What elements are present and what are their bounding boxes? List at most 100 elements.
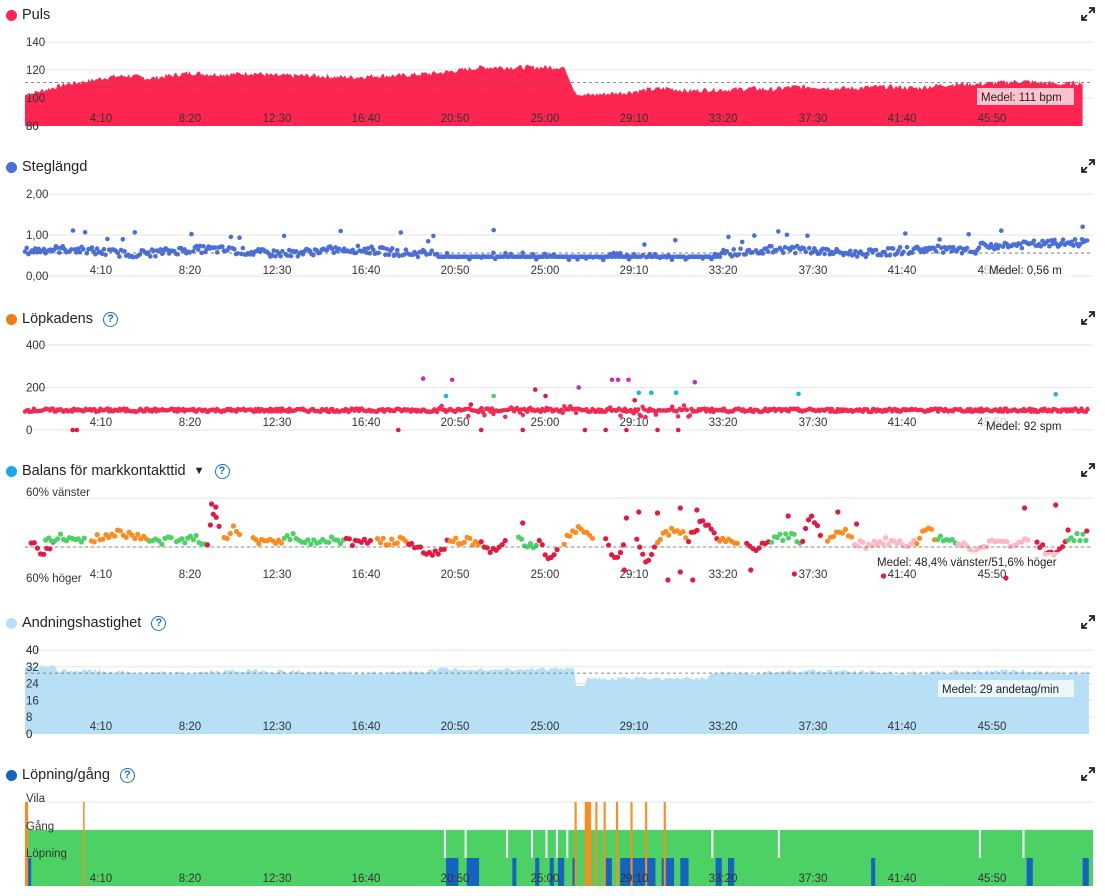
expand-icon[interactable] — [1081, 463, 1095, 477]
stride-point — [729, 254, 735, 259]
x-tick-label: 41:40 — [888, 569, 917, 581]
cadence-point — [618, 413, 623, 418]
x-tick-label: 16:40 — [352, 265, 381, 277]
stride-point — [396, 253, 402, 259]
y-tick-label: 40 — [26, 645, 39, 657]
rest-bar — [584, 802, 589, 886]
cadence-outlier-point — [532, 387, 538, 392]
runwalk-dot-icon — [6, 769, 17, 781]
average-label-bg — [985, 261, 1071, 278]
balance-point — [41, 551, 47, 557]
cadence-outlier-point — [543, 393, 548, 399]
stride-point — [724, 249, 730, 254]
help-icon[interactable]: ? — [151, 615, 167, 631]
balance-point — [308, 541, 314, 547]
stride-title-text: Steglängd — [22, 159, 88, 175]
x-tick-label: 12:30 — [263, 417, 292, 429]
expand-icon[interactable] — [1081, 159, 1095, 173]
expand-icon[interactable] — [1081, 615, 1095, 629]
stride-point — [739, 239, 745, 245]
dropdown-caret-icon[interactable]: ▼ — [193, 465, 205, 477]
expand-icon[interactable] — [1081, 7, 1095, 21]
balance-point — [785, 535, 792, 541]
stride-point — [1000, 244, 1006, 249]
balance-point — [617, 549, 624, 556]
balance-point — [769, 539, 775, 545]
stride-point — [424, 252, 429, 257]
x-tick-label: 16:40 — [352, 569, 381, 581]
help-icon[interactable]: ? — [119, 767, 135, 783]
balance-outlier-point — [791, 571, 798, 577]
stride-point — [673, 237, 678, 243]
walk-gap — [555, 830, 558, 858]
balance-outlier-point — [654, 510, 661, 516]
x-tick-label: 4:10 — [90, 113, 112, 125]
stride-point — [731, 247, 736, 252]
respiration-chart: 40 32 24 16 8 0 4:10 8:20 12:30 16:40 20:50 25:00 29… — [25, 645, 1093, 741]
balance-point — [734, 540, 741, 546]
balance-point — [539, 542, 545, 548]
balance-point — [484, 545, 490, 551]
respiration-title-text: Andningshastighet — [22, 615, 142, 631]
stride-point — [74, 250, 79, 255]
balance-point — [646, 557, 652, 563]
pulse-chart: 140 120 100 80 4:10 8:20 12:30 16:40 20:50 25:00 2… — [25, 37, 1093, 133]
stride-point — [976, 245, 982, 250]
stride-point — [752, 233, 757, 238]
stride-point — [854, 254, 860, 259]
x-tick-label: 25:00 — [531, 113, 560, 125]
stride-point — [940, 250, 946, 255]
stride-point — [501, 254, 507, 259]
balance-point — [386, 542, 392, 548]
x-tick-label: 12:30 — [263, 113, 292, 125]
balance-point — [908, 541, 914, 547]
cadence-outlier-point — [70, 427, 75, 433]
balance-point — [224, 535, 230, 542]
cadence-point — [466, 413, 471, 419]
stride-point — [383, 252, 388, 257]
stride-point — [964, 245, 970, 251]
stride-point — [520, 250, 525, 255]
stride-point — [760, 251, 766, 256]
stride-point — [103, 252, 108, 258]
balance-point — [389, 536, 395, 542]
help-icon[interactable]: ? — [214, 463, 230, 479]
balance-point — [683, 535, 689, 541]
stride-point — [237, 235, 242, 240]
balance-point — [502, 538, 508, 544]
cadence-outlier-point — [478, 427, 484, 433]
balance-point — [100, 536, 106, 542]
balance-point — [374, 536, 381, 542]
balance-outlier-point — [1053, 502, 1059, 508]
cadence-outlier-point — [582, 427, 588, 433]
balance-dot-icon — [6, 465, 17, 477]
rest-bar — [574, 802, 577, 886]
balance-point — [561, 541, 567, 547]
stride-point — [903, 231, 908, 236]
stride-point — [774, 247, 779, 253]
balance-point — [848, 534, 855, 540]
balance-point — [190, 537, 196, 543]
balance-outlier-point — [213, 504, 219, 510]
expand-icon[interactable] — [1081, 311, 1095, 325]
balance-point — [572, 529, 579, 535]
balance-title-text: Balans för markkontakttid — [22, 463, 186, 479]
stride-point — [987, 245, 992, 250]
balance-point — [567, 533, 573, 539]
balance-point — [551, 552, 557, 558]
stride-point — [820, 246, 826, 252]
runwalk-title-text: Löpning/gång — [22, 767, 110, 783]
stride-point — [329, 246, 335, 252]
pulse-title: Puls — [6, 4, 50, 26]
balance-outlier-point — [209, 501, 215, 507]
balance-point — [817, 532, 824, 538]
x-tick-label: 29:10 — [620, 417, 649, 429]
balance-point — [842, 526, 849, 532]
x-tick-label: 25:00 — [531, 569, 560, 581]
expand-icon[interactable] — [1081, 767, 1095, 781]
stride-point — [281, 233, 287, 239]
cadence-point — [560, 410, 565, 415]
stride-point — [738, 246, 743, 252]
balance-point — [256, 541, 262, 547]
help-icon[interactable]: ? — [102, 311, 118, 327]
